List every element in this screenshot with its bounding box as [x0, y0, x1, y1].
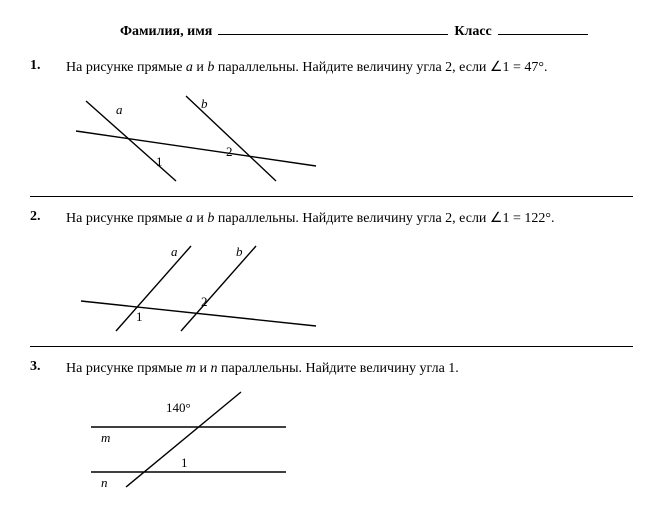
problem-body: На рисунке прямые a и b параллельны. Най… [66, 58, 633, 186]
figure-1: a b 1 2 [66, 86, 336, 186]
problem-3: 3. На рисунке прямые m и n параллельны. … [30, 359, 633, 497]
text-part: параллельны. Найдите величину угла 2, ес… [214, 60, 547, 75]
problem-number: 2. [30, 209, 48, 337]
svg-text:a: a [171, 244, 178, 259]
line-m: m [186, 361, 196, 376]
divider [30, 346, 633, 347]
class-label: Класс [454, 24, 491, 40]
text-part: и [196, 361, 211, 376]
problem-number: 3. [30, 359, 48, 497]
svg-text:b: b [201, 96, 208, 111]
problem-text: На рисунке прямые a и b параллельны. Най… [66, 209, 633, 229]
figure-2: a b 1 2 [66, 236, 336, 336]
line-a: a [186, 60, 193, 75]
text-part: На рисунке прямые [66, 60, 186, 75]
problem-body: На рисунке прямые a и b параллельны. Най… [66, 209, 633, 337]
problem-text: На рисунке прямые m и n параллельны. Най… [66, 359, 633, 379]
problem-2: 2. На рисунке прямые a и b параллельны. … [30, 209, 633, 337]
svg-text:2: 2 [226, 144, 233, 159]
svg-text:1: 1 [136, 309, 143, 324]
class-blank [498, 20, 588, 35]
text-part: и [193, 211, 208, 226]
name-blank [218, 20, 448, 35]
problem-number: 1. [30, 58, 48, 186]
text-part: параллельны. Найдите величину угла 2, ес… [214, 211, 554, 226]
svg-text:1: 1 [181, 455, 188, 470]
svg-text:2: 2 [201, 294, 208, 309]
svg-text:b: b [236, 244, 243, 259]
line-a: a [186, 211, 193, 226]
svg-text:a: a [116, 102, 123, 117]
svg-text:m: m [101, 430, 110, 445]
worksheet-header: Фамилия, имя Класс [30, 20, 633, 40]
text-part: параллельны. Найдите величину угла 1. [218, 361, 459, 376]
figure-3: m n 140° 1 [66, 387, 336, 497]
divider [30, 196, 633, 197]
svg-text:1: 1 [156, 154, 163, 169]
svg-text:140°: 140° [166, 400, 191, 415]
text-part: На рисунке прямые [66, 361, 186, 376]
name-label: Фамилия, имя [120, 24, 212, 40]
problem-body: На рисунке прямые m и n параллельны. Най… [66, 359, 633, 497]
problem-text: На рисунке прямые a и b параллельны. Най… [66, 58, 633, 78]
text-part: На рисунке прямые [66, 211, 186, 226]
svg-text:n: n [101, 475, 108, 490]
line-n: n [211, 361, 218, 376]
text-part: и [193, 60, 208, 75]
problem-1: 1. На рисунке прямые a и b параллельны. … [30, 58, 633, 186]
